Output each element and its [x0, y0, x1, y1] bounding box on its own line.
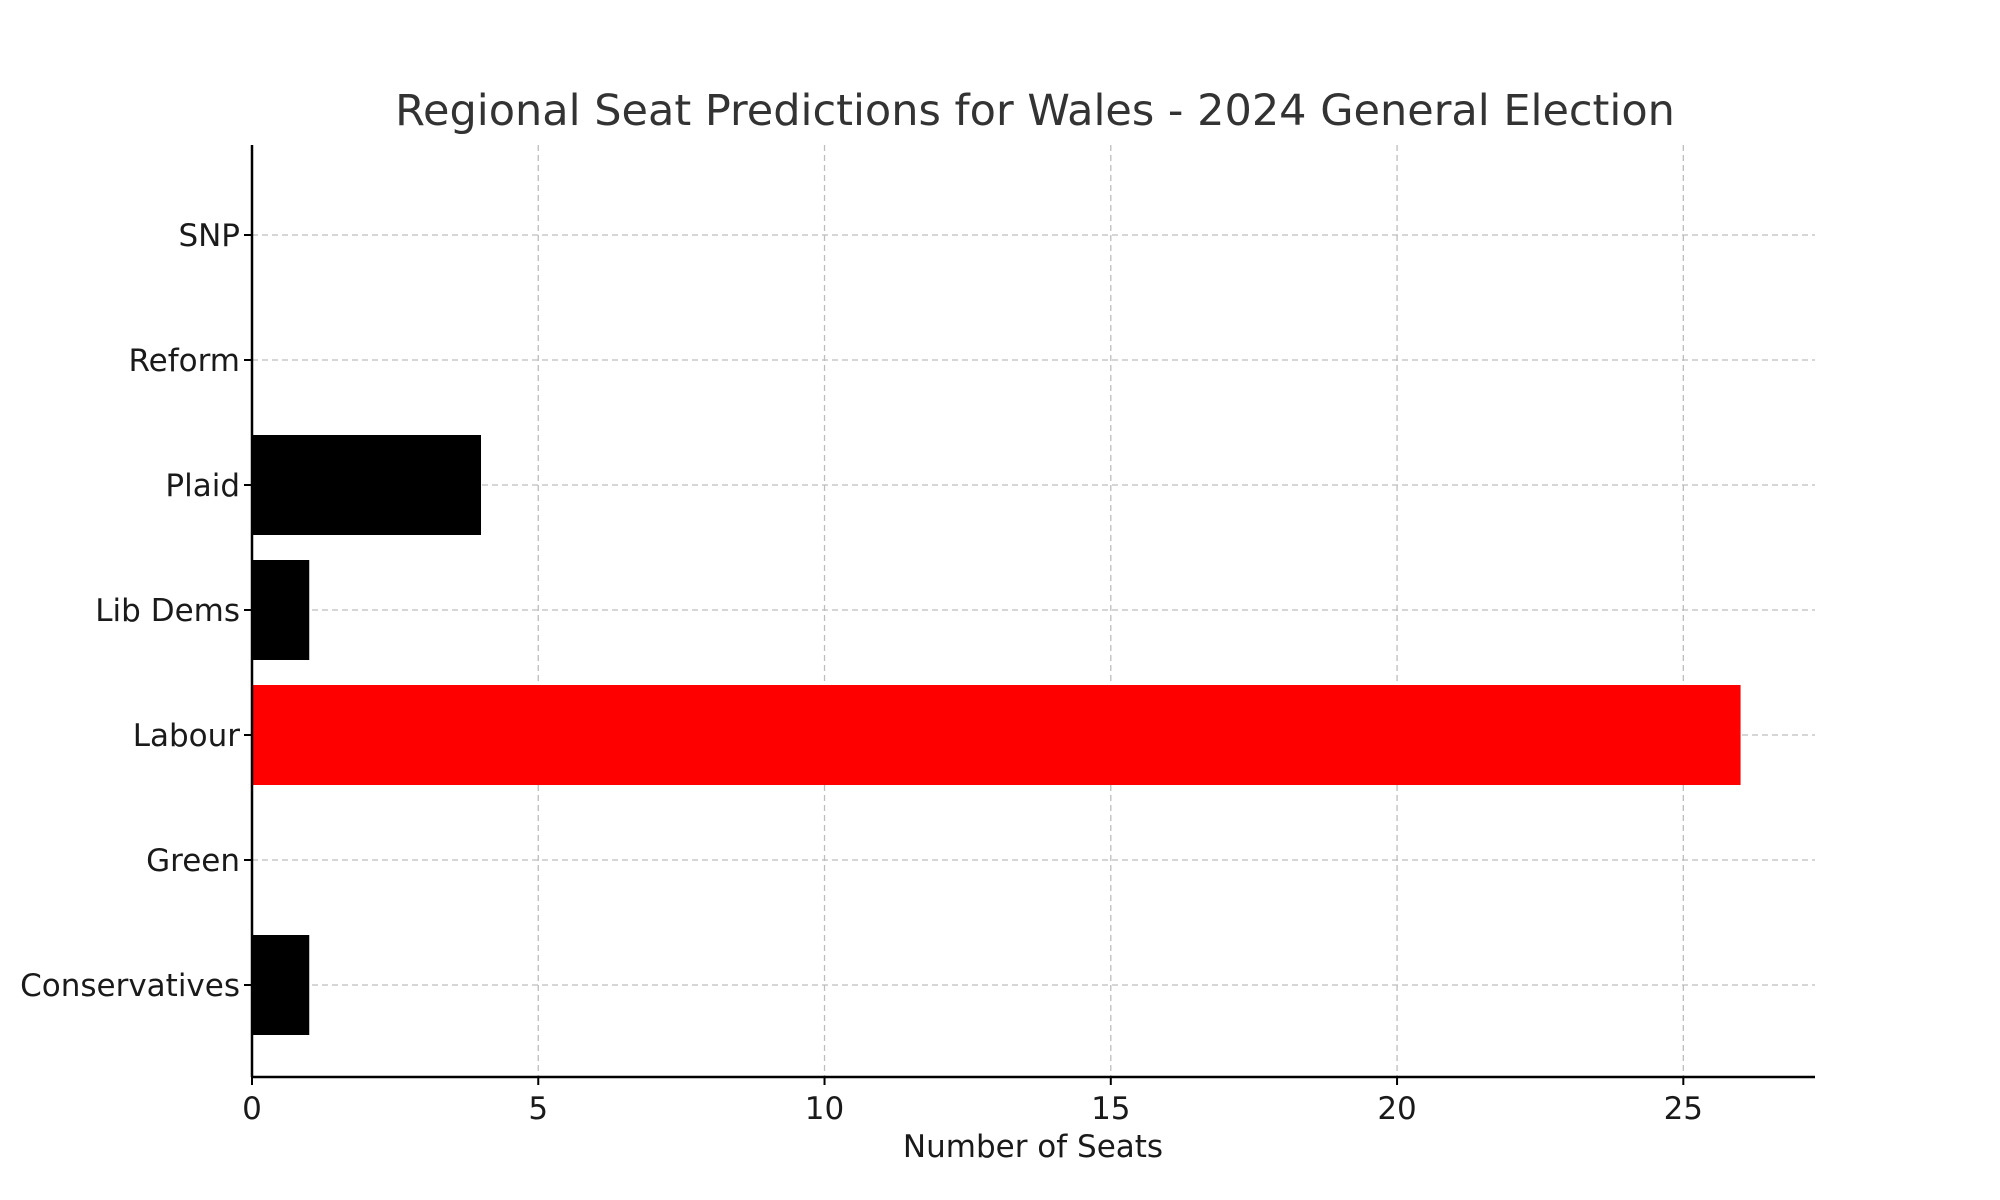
y-ticks: Conservatives Green Labour Lib Dems Plaid Ref…: [20, 218, 252, 1004]
y-tick-label: Reform: [129, 343, 241, 379]
y-tick-label: Labour: [133, 718, 241, 754]
x-tick-label: 25: [1664, 1091, 1703, 1127]
bar-plaid: [252, 435, 482, 535]
x-tick-label: 20: [1377, 1091, 1416, 1127]
x-ticks: 0 5 10 15 20 25: [242, 1077, 1703, 1127]
y-tick-label: SNP: [178, 218, 240, 254]
x-axis-label: Number of Seats: [903, 1129, 1163, 1165]
chart-title: Regional Seat Predictions for Wales - 20…: [395, 86, 1675, 136]
x-tick-label: 5: [528, 1091, 548, 1127]
y-tick-label: Green: [146, 843, 240, 879]
x-tick-label: 0: [242, 1091, 262, 1127]
grid: [252, 145, 1815, 1077]
bar-lib-dems: [252, 560, 310, 660]
y-tick-label: Lib Dems: [95, 593, 240, 629]
y-tick-label: Plaid: [165, 468, 240, 504]
bars: [252, 435, 1741, 1035]
y-tick-label: Conservatives: [20, 968, 240, 1004]
bar-conservatives: [252, 935, 310, 1035]
x-tick-label: 15: [1091, 1091, 1130, 1127]
bar-labour: [252, 685, 1741, 785]
axes: [250, 145, 1815, 1079]
x-tick-label: 10: [805, 1091, 844, 1127]
